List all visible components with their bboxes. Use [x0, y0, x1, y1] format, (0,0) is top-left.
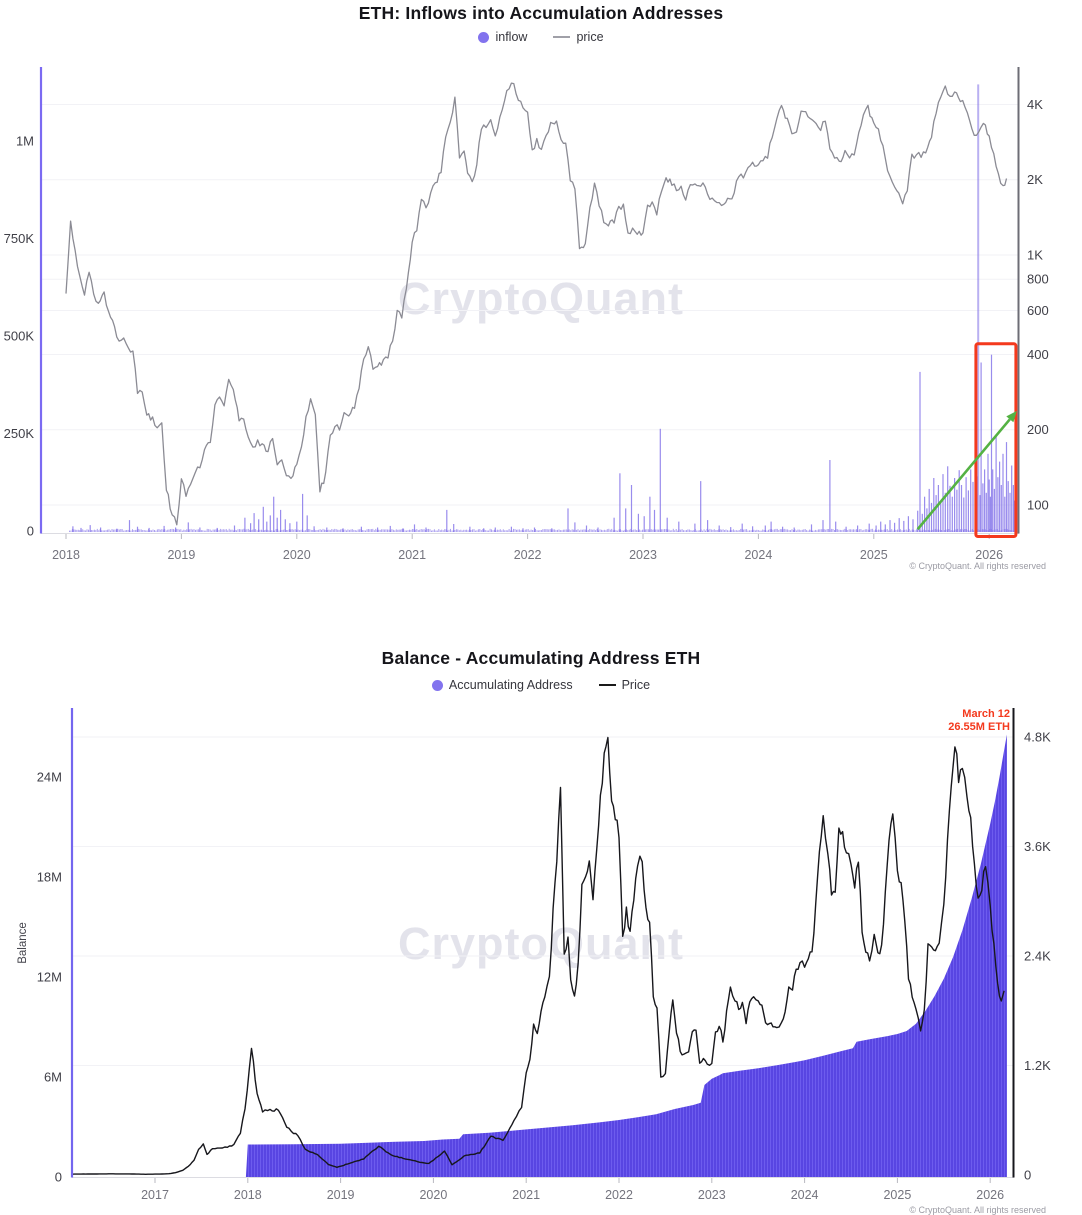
svg-text:2018: 2018	[234, 1188, 262, 1202]
svg-text:1K: 1K	[1027, 248, 1043, 263]
svg-text:1M: 1M	[16, 134, 34, 149]
svg-text:750K: 750K	[4, 231, 35, 246]
svg-text:2021: 2021	[512, 1188, 540, 1202]
svg-text:2019: 2019	[167, 548, 195, 562]
svg-text:2025: 2025	[883, 1188, 911, 1202]
svg-text:3.6K: 3.6K	[1024, 839, 1051, 854]
cryptoquant-watermark: CryptoQuant	[398, 273, 684, 324]
svg-text:4.8K: 4.8K	[1024, 730, 1051, 745]
svg-text:2020: 2020	[419, 1188, 447, 1202]
svg-text:0: 0	[1024, 1168, 1031, 1183]
price-line-bottom	[72, 736, 1005, 1175]
svg-text:2026: 2026	[975, 548, 1003, 562]
legend-label-inflow: inflow	[495, 30, 528, 44]
legend-label-accumulating-address: Accumulating Address	[448, 678, 573, 692]
svg-text:2026: 2026	[976, 1188, 1004, 1202]
axis-labels: 2018 2019 2020 2021 2022 2023 2024 2025 2026 0 250…	[4, 97, 1049, 562]
legend-item-price: price	[553, 30, 604, 44]
balance-chart-legend: Accumulating Address Price	[0, 678, 1082, 692]
svg-text:800: 800	[1027, 272, 1049, 287]
inflow-bars-series	[69, 84, 1016, 533]
inflow-chart-legend: inflow price	[0, 30, 1082, 44]
svg-text:18M: 18M	[37, 870, 62, 885]
axes	[39, 67, 1020, 539]
svg-text:400: 400	[1027, 347, 1049, 362]
svg-text:2K: 2K	[1027, 172, 1043, 187]
gridlines	[41, 103, 1019, 506]
cryptoquant-watermark-bottom: CryptoQuant	[398, 918, 684, 969]
svg-text:March 12: March 12	[962, 708, 1010, 720]
inflow-chart-plot: 2018 2019 2020 2021 2022 2023 2024 2025 2026 0 250…	[4, 67, 1049, 562]
svg-text:500K: 500K	[4, 329, 35, 344]
copyright-bottom: © CryptoQuant. All rights reserved	[909, 1205, 1046, 1215]
axes	[70, 708, 1015, 1183]
svg-text:0: 0	[27, 524, 34, 539]
svg-text:2.4K: 2.4K	[1024, 949, 1051, 964]
highlight-box	[974, 342, 1018, 538]
axis-labels: 2017 2018 2019 2020 2021 2022 2023 2024 2025 2026…	[37, 730, 1051, 1203]
svg-text:24M: 24M	[37, 770, 62, 785]
legend-item-inflow: inflow	[478, 30, 527, 44]
legend-item-price-bottom: Price	[598, 678, 651, 692]
svg-text:2017: 2017	[141, 1188, 169, 1202]
svg-text:2020: 2020	[283, 548, 311, 562]
price-line	[65, 82, 1008, 526]
svg-text:2024: 2024	[791, 1188, 819, 1202]
svg-text:12M: 12M	[37, 970, 62, 985]
balance-axis-title: Balance	[17, 922, 29, 964]
legend-label-price: price	[576, 30, 604, 44]
svg-text:2023: 2023	[698, 1188, 726, 1202]
legend-item-accumulating-address: Accumulating Address	[431, 678, 573, 692]
balance-area-series	[72, 734, 1007, 1178]
svg-text:2021: 2021	[398, 548, 426, 562]
svg-text:200: 200	[1027, 422, 1049, 437]
svg-text:2025: 2025	[860, 548, 888, 562]
svg-text:2019: 2019	[327, 1188, 355, 1202]
price-line-icon-bottom	[598, 684, 616, 686]
svg-text:0: 0	[55, 1170, 62, 1185]
gridlines	[72, 736, 1014, 1066]
trend-arrow	[916, 410, 1017, 531]
copyright-top: © CryptoQuant. All rights reserved	[909, 561, 1046, 571]
price-line-icon	[553, 36, 571, 38]
svg-text:6M: 6M	[44, 1070, 62, 1085]
svg-text:600: 600	[1027, 303, 1049, 318]
svg-text:2022: 2022	[514, 548, 542, 562]
svg-text:4K: 4K	[1027, 97, 1043, 112]
svg-text:2022: 2022	[605, 1188, 633, 1202]
svg-text:26.55M ETH: 26.55M ETH	[948, 721, 1010, 733]
svg-text:1.2K: 1.2K	[1024, 1058, 1051, 1073]
svg-text:250K: 250K	[4, 426, 35, 441]
legend-label-price-bottom: Price	[621, 678, 651, 692]
balance-chart-plot: 2017 2018 2019 2020 2021 2022 2023 2024 2025 2026…	[37, 708, 1051, 1202]
svg-text:100: 100	[1027, 498, 1049, 513]
svg-text:2018: 2018	[52, 548, 80, 562]
svg-text:2024: 2024	[744, 548, 772, 562]
inflow-chart-title: ETH: Inflows into Accumulation Addresses	[358, 3, 724, 23]
balance-chart-title: Balance - Accumulating Address ETH	[381, 648, 701, 668]
svg-text:2023: 2023	[629, 548, 657, 562]
inflow-dot-icon	[478, 31, 490, 43]
accumulating-address-dot-icon	[431, 679, 443, 691]
